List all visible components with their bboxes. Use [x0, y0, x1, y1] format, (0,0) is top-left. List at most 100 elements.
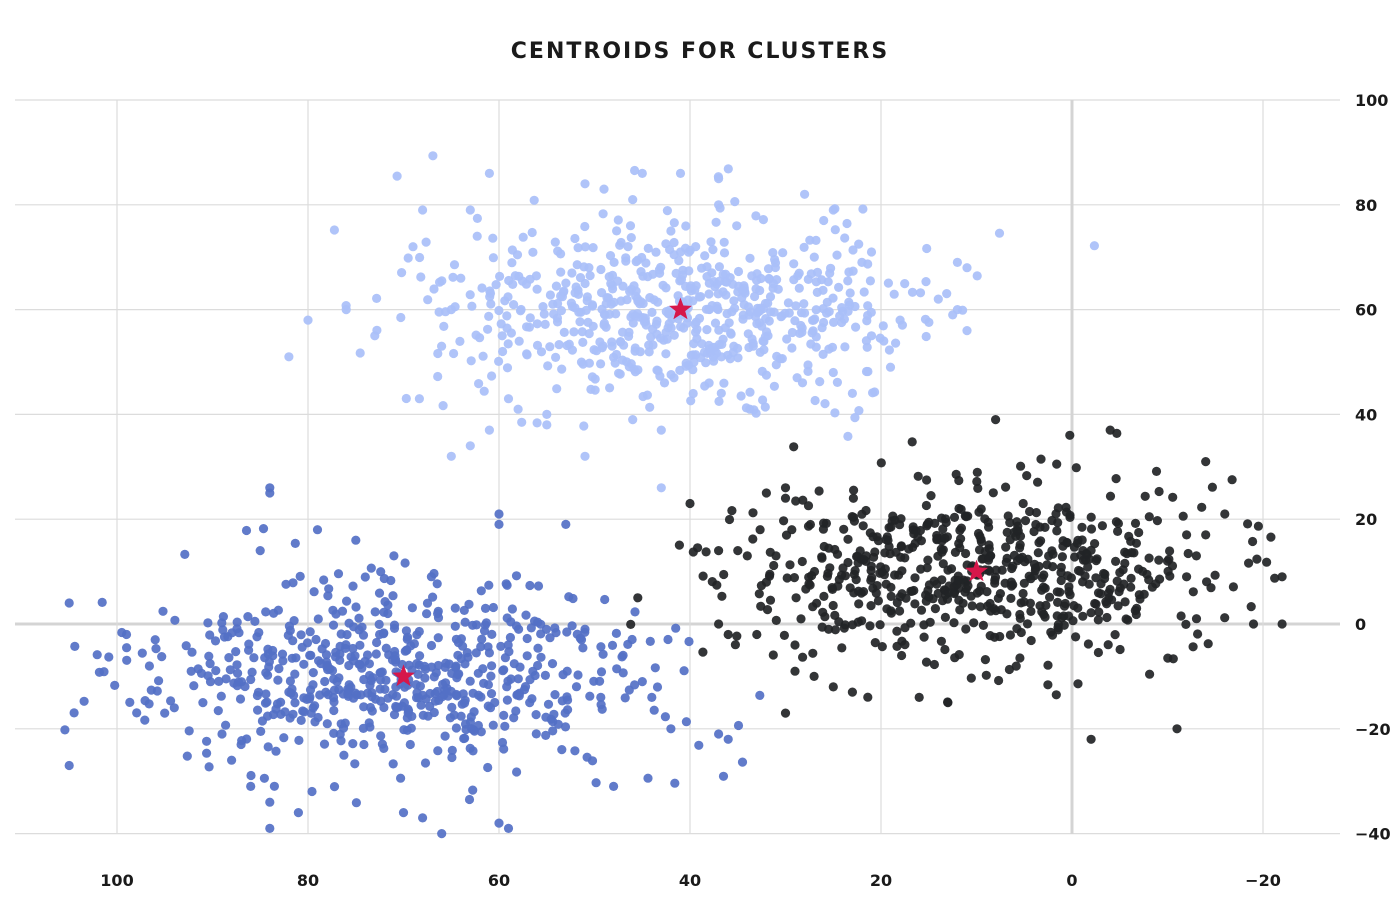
data-point — [994, 228, 1005, 238]
data-point — [755, 285, 765, 296]
data-point — [485, 288, 496, 298]
data-point — [1114, 587, 1124, 597]
data-point — [633, 296, 643, 306]
data-point — [322, 719, 332, 729]
data-point — [329, 705, 339, 716]
data-point — [360, 572, 370, 582]
data-point — [1134, 564, 1144, 574]
data-point — [930, 518, 940, 529]
data-point — [596, 359, 606, 369]
data-point — [389, 551, 399, 561]
data-point — [961, 548, 971, 559]
data-point — [203, 618, 213, 628]
data-point — [303, 315, 313, 325]
data-point — [445, 713, 455, 723]
data-point — [1022, 471, 1032, 481]
data-point — [737, 293, 747, 303]
data-point — [386, 575, 396, 586]
data-point — [433, 633, 443, 643]
data-point — [216, 691, 226, 701]
data-point — [700, 251, 710, 261]
data-point — [549, 709, 559, 719]
data-point — [633, 255, 643, 265]
data-point — [1243, 519, 1253, 529]
data-point — [428, 151, 438, 161]
data-point — [416, 700, 426, 710]
data-point — [791, 593, 801, 603]
data-point — [750, 291, 760, 302]
data-point — [1093, 647, 1103, 658]
data-point — [500, 721, 510, 731]
data-point — [599, 320, 609, 330]
data-point — [775, 354, 785, 364]
data-point — [349, 622, 359, 632]
data-point — [738, 314, 748, 324]
data-point — [654, 265, 665, 275]
data-point — [204, 762, 214, 772]
data-point — [930, 604, 941, 614]
data-point — [809, 671, 819, 682]
data-point — [818, 285, 828, 295]
data-point — [694, 292, 705, 302]
data-point — [808, 315, 818, 325]
data-point — [354, 613, 364, 623]
data-point — [430, 696, 440, 706]
data-point — [158, 606, 168, 616]
data-point — [370, 607, 380, 617]
data-point — [391, 691, 402, 701]
data-point — [604, 272, 614, 282]
data-point — [719, 378, 729, 388]
data-point — [910, 573, 920, 583]
data-point — [333, 569, 344, 579]
data-point — [714, 262, 725, 272]
data-point — [525, 313, 535, 323]
data-point — [246, 781, 256, 792]
data-point — [511, 571, 522, 581]
data-point — [600, 594, 610, 605]
data-point — [843, 276, 853, 286]
data-point — [429, 672, 439, 682]
data-point — [811, 277, 821, 287]
data-point — [730, 197, 740, 207]
data-point — [545, 290, 556, 300]
data-point — [457, 699, 467, 709]
data-point — [233, 668, 243, 678]
data-point — [554, 340, 564, 350]
data-point — [522, 349, 532, 359]
data-point — [374, 588, 385, 598]
data-point — [693, 543, 703, 553]
data-point — [205, 659, 215, 669]
data-point — [1016, 461, 1026, 471]
data-point — [681, 717, 692, 727]
data-point — [64, 760, 74, 771]
data-point — [94, 667, 104, 677]
data-point — [491, 280, 501, 290]
data-point — [976, 537, 987, 547]
data-point — [508, 300, 519, 310]
data-point — [372, 293, 382, 303]
data-point — [674, 256, 684, 266]
data-point — [713, 289, 723, 299]
data-point — [550, 623, 560, 633]
data-point — [379, 607, 389, 617]
data-point — [747, 271, 757, 281]
data-point — [285, 676, 295, 686]
data-point — [247, 667, 257, 677]
data-point — [542, 420, 552, 430]
data-point — [355, 348, 365, 358]
data-point — [263, 742, 273, 752]
data-point — [409, 639, 419, 649]
data-point — [724, 514, 735, 525]
data-point — [829, 317, 839, 327]
data-point — [701, 547, 711, 557]
data-point — [698, 647, 708, 657]
data-point — [972, 271, 982, 281]
data-point — [732, 631, 742, 641]
data-point — [635, 347, 645, 357]
data-point — [281, 579, 291, 589]
data-point — [688, 388, 698, 399]
data-point — [257, 716, 267, 726]
data-point — [907, 437, 917, 447]
data-point — [350, 651, 360, 661]
data-point — [329, 697, 339, 707]
